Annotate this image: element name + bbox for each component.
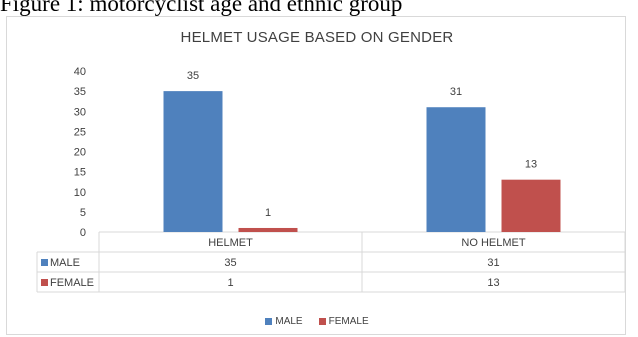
y-tick-label: 25 [74,126,86,138]
legend-item-female: FEMALE [318,316,369,327]
data-label: 13 [525,159,537,171]
x-tick-label: NO HELMET [461,237,525,249]
table-legend-key-male [41,259,48,266]
bar-female-0 [238,227,298,232]
table-cell: 1 [227,277,233,289]
figure-caption: Figure 1: motorcyclist age and ethnic gr… [0,0,403,16]
y-tick-label: 15 [74,167,86,179]
bar-male-1 [426,107,486,232]
legend-label: FEMALE [328,316,369,327]
y-tick-label: 10 [74,187,86,199]
y-tick-label: 40 [74,66,86,78]
legend-label: MALE [275,316,303,327]
table-legend-key-female [41,279,48,286]
x-tick-label: HELMET [208,237,253,249]
y-tick-label: 0 [80,227,86,239]
legend-swatch [318,318,326,325]
table-series-name: FEMALE [50,277,94,289]
bar-male-0 [163,91,223,232]
legend-item-male: MALE [265,316,303,327]
table-cell: 31 [487,257,499,269]
y-tick-label: 30 [74,106,86,118]
y-tick-label: 20 [74,147,86,159]
y-tick-label: 5 [80,207,86,219]
bar-female-1 [501,179,561,232]
chart-legend: MALE FEMALE [7,316,627,327]
chart-title: HELMET USAGE BASED ON GENDER [180,29,454,46]
legend-swatch [265,318,273,325]
table-cell: 35 [224,257,236,269]
data-label: 35 [187,70,199,82]
table-cell: 13 [487,277,499,289]
data-label: 31 [450,86,462,98]
table-series-name: MALE [50,257,80,269]
data-label: 1 [265,207,271,219]
y-tick-label: 35 [74,86,86,98]
chart-frame: HELMET USAGE BASED ON GENDER 0 5 10 15 20 25 3… [6,16,626,335]
